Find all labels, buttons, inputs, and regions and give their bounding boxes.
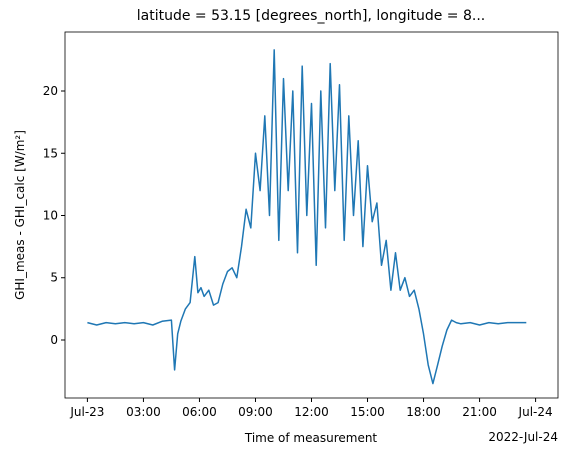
x-tick-label: 15:00 — [350, 405, 385, 419]
y-tick-label: 15 — [43, 146, 58, 160]
plot-frame — [64, 31, 559, 399]
x-axis-label: Time of measurement — [244, 431, 378, 445]
x-tick-label: Jul-23 — [69, 405, 104, 419]
y-tick-label: 5 — [50, 271, 58, 285]
y-axis-label: GHI_meas - GHI_calc [W/m²] — [13, 130, 27, 300]
x-tick-label: 03:00 — [126, 405, 161, 419]
y-tick-label: 0 — [50, 333, 58, 347]
x-tick-label: 18:00 — [406, 405, 441, 419]
x-tick-label: 21:00 — [462, 405, 497, 419]
x-tick-label: 12:00 — [294, 405, 329, 419]
x-offset-label: 2022-Jul-24 — [488, 430, 558, 444]
x-tick-label: 06:00 — [182, 405, 217, 419]
x-tick-label: Jul-24 — [518, 405, 553, 419]
x-tick-label: 09:00 — [238, 405, 273, 419]
data-line — [87, 49, 527, 385]
chart-title: latitude = 53.15 [degrees_north], longit… — [137, 8, 485, 24]
y-tick-label: 20 — [43, 84, 58, 98]
y-tick-label: 10 — [43, 208, 58, 222]
